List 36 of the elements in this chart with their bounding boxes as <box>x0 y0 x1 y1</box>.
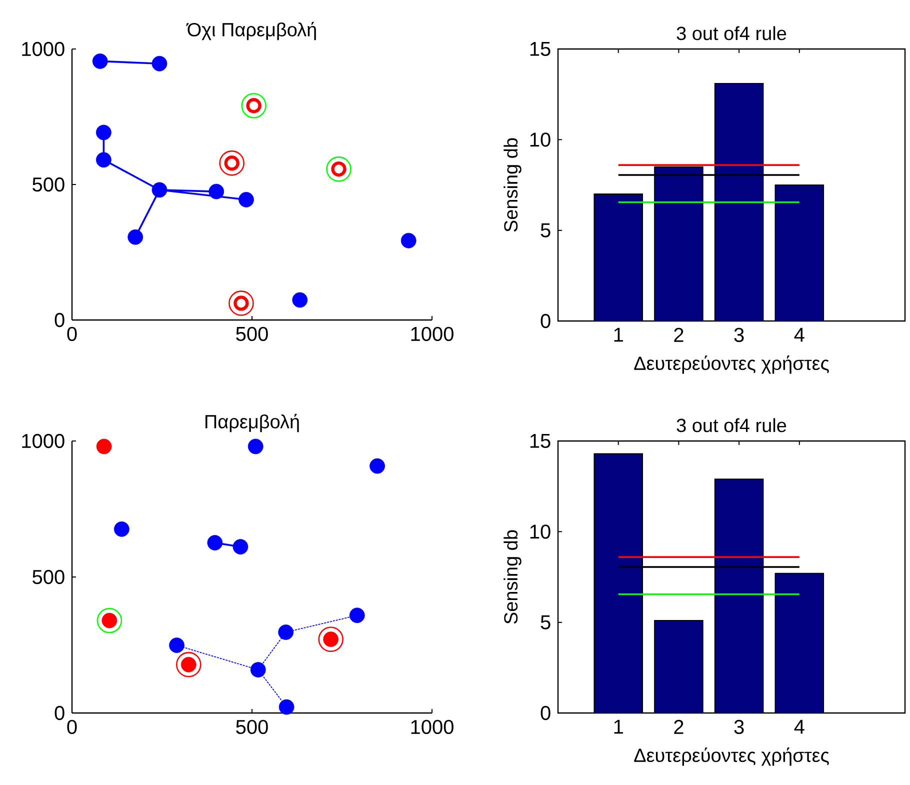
y-tick-label: 5 <box>540 223 550 238</box>
y-tick-label: 0 <box>540 314 550 328</box>
x-axis-title: Δευτερεύοντες χρήστες <box>634 748 829 766</box>
x-tick-label: 500 <box>236 720 268 734</box>
x-tick-label: 500 <box>236 326 268 342</box>
y-tick-label: 15 <box>530 42 550 56</box>
y-tick-label: 0 <box>54 706 64 720</box>
x-tick-label: 0 <box>67 326 77 342</box>
x-tick-label: 1 <box>614 720 623 734</box>
chart-title: Παρεμβολή <box>206 414 299 432</box>
y-tick-label: 0 <box>540 706 550 720</box>
y-tick-label: 500 <box>32 177 64 192</box>
chart-title: 3 out of4 rule <box>676 418 786 432</box>
x-tick-label: 4 <box>794 720 804 734</box>
x-tick-label: 1000 <box>411 326 454 342</box>
y-tick-label: 500 <box>32 570 64 584</box>
x-tick-label: 2 <box>674 328 684 342</box>
y-tick-label: 5 <box>540 615 550 630</box>
x-tick-label: 4 <box>794 328 804 342</box>
x-tick-label: 3 <box>734 720 744 734</box>
y-tick-label: 10 <box>530 132 550 147</box>
y-tick-label: 0 <box>54 312 64 328</box>
y-tick-label: 1000 <box>22 42 64 56</box>
y-axis-title: Sensing db <box>504 138 522 232</box>
x-tick-label: 0 <box>67 720 77 734</box>
y-tick-label: 10 <box>530 524 550 539</box>
y-tick-label: 1000 <box>22 434 64 448</box>
x-tick-label: 1 <box>614 328 623 342</box>
x-tick-label: 1000 <box>411 720 454 734</box>
y-tick-label: 15 <box>530 434 550 448</box>
chart-title: 3 out of4 rule <box>676 26 786 40</box>
x-axis-title: Δευτερεύοντες χρήστες <box>634 356 829 374</box>
x-tick-label: 3 <box>734 328 744 342</box>
y-axis-title: Sensing db <box>504 530 522 624</box>
x-tick-label: 2 <box>674 720 684 734</box>
chart-title: Όχι Παρεμβολή <box>186 22 316 40</box>
